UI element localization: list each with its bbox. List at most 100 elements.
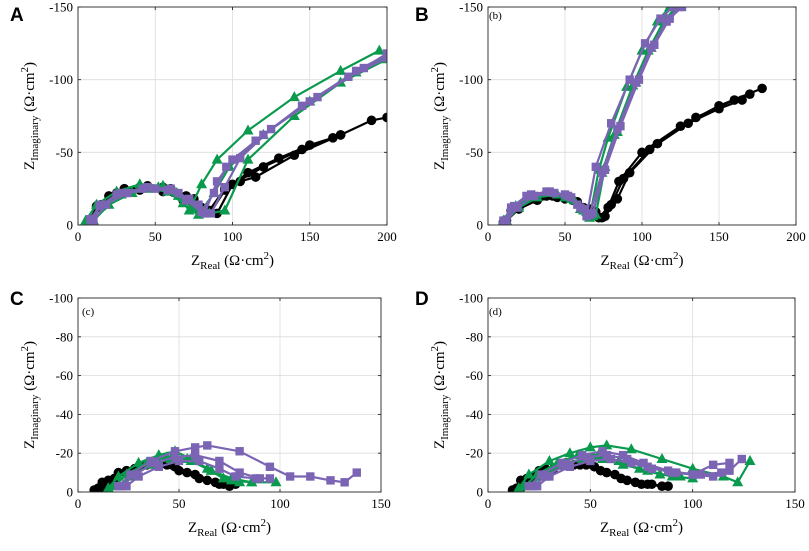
data-point-c-purple-2-5 xyxy=(215,456,224,466)
x-tick-label-d: 150 xyxy=(785,496,805,511)
data-point-a-purple-3-1 xyxy=(101,200,111,209)
data-point-b-purple-3-10 xyxy=(650,40,659,49)
data-point-d-purple-1-11 xyxy=(737,454,746,464)
y-tick-label-b: 0 xyxy=(477,218,484,233)
series-line-b-green-1 xyxy=(502,7,671,222)
data-point-d-green-1-6 xyxy=(625,443,637,454)
x-tick-label-c: 150 xyxy=(371,496,391,511)
data-point-d-purple-3-7 xyxy=(672,468,681,477)
y-tick-label-d: 0 xyxy=(477,485,484,500)
data-point-d-green-1-4 xyxy=(584,441,596,452)
data-point-c-purple-1-12 xyxy=(352,468,361,477)
data-point-b-purple-3-4 xyxy=(566,193,576,202)
data-point-d-purple-3-1 xyxy=(545,472,554,481)
panel-b: B (b) 0 50 100 150 200 -150 -100 -50 0 ZReal (Ω·c… xyxy=(415,0,806,272)
data-point-d-purple-3-3 xyxy=(586,456,595,466)
data-point-a-purple-3-12 xyxy=(382,49,387,58)
data-point-b-black-2-7 xyxy=(606,199,616,210)
panel-c: C (c) 0 50 100 150 -100 -80 -60 -40 -20 0 ZReal (Ω… xyxy=(10,289,391,539)
data-point-b-purple-3-3 xyxy=(550,188,559,198)
data-point-a-purple-2-9 xyxy=(251,136,260,145)
data-point-b-black-3-8 xyxy=(624,167,635,178)
y-tick-label-a: 0 xyxy=(67,218,74,233)
y-tick-label-c: -80 xyxy=(56,329,73,344)
x-tick-label-a: 0 xyxy=(75,229,82,244)
y-axis-label-b: ZImaginary (Ω·cm2) xyxy=(429,62,451,170)
series-line-b-black-3 xyxy=(505,93,751,222)
data-point-d-green-1-10 xyxy=(732,476,744,487)
data-point-d-purple-3-4 xyxy=(606,454,615,464)
data-point-d-green-1-7 xyxy=(656,453,668,463)
data-point-d-green-1-2 xyxy=(543,455,555,465)
data-point-b-purple-2-3 xyxy=(545,187,554,196)
data-point-c-purple-1-4 xyxy=(190,443,200,452)
series-line-b-green-2 xyxy=(503,7,678,222)
data-point-b-black-2-9 xyxy=(644,144,655,155)
data-point-c-purple-3-3 xyxy=(174,456,184,466)
y-tick-label-c: -100 xyxy=(49,291,73,306)
data-point-c-purple-3-2 xyxy=(154,462,163,471)
data-point-c-black-3-5 xyxy=(190,469,200,480)
data-point-c-purple-1-11 xyxy=(340,478,349,487)
y-tick-label-b: -100 xyxy=(459,72,483,87)
data-point-b-purple-3-6 xyxy=(588,209,597,218)
data-point-c-purple-1-8 xyxy=(285,472,295,481)
data-point-b-purple-1-10 xyxy=(640,39,650,48)
data-point-a-black-1-14 xyxy=(382,112,387,123)
data-point-d-green-1-11 xyxy=(744,455,756,465)
series-group-b xyxy=(497,7,767,225)
data-point-a-green-3-8 xyxy=(242,153,254,164)
y-tick-label-d: -100 xyxy=(459,291,483,306)
panel-letter-a: A xyxy=(10,5,24,26)
y-tick-label-a: -100 xyxy=(49,72,73,87)
data-point-a-purple-2-7 xyxy=(209,188,219,198)
data-point-a-black-1-10 xyxy=(250,172,261,182)
data-point-c-purple-2-8 xyxy=(265,474,275,483)
y-tick-label-c: -40 xyxy=(56,407,73,422)
y-tick-label-d: -40 xyxy=(466,407,483,422)
data-point-a-green-3-9 xyxy=(288,110,300,120)
data-point-c-purple-1-9 xyxy=(306,472,315,481)
data-point-d-black-3-5 xyxy=(610,469,620,480)
x-tick-label-a: 100 xyxy=(223,229,243,244)
data-point-b-purple-3-0 xyxy=(502,216,511,225)
data-point-a-purple-3-8 xyxy=(236,153,245,163)
data-point-c-purple-1-5 xyxy=(203,441,212,450)
data-point-b-black-3-10 xyxy=(691,112,701,123)
data-point-a-purple-3-0 xyxy=(89,216,98,225)
data-point-c-green-1-1 xyxy=(112,470,124,481)
data-point-d-purple-3-5 xyxy=(627,458,636,468)
y-axis-label-c: ZImaginary (Ω·cm2) xyxy=(19,341,41,449)
data-point-c-black-3-6 xyxy=(210,477,221,488)
y-tick-label-a: -50 xyxy=(56,145,73,160)
data-point-d-black-3-7 xyxy=(646,479,657,490)
data-point-b-purple-3-12 xyxy=(677,7,687,12)
data-point-a-purple-3-9 xyxy=(266,124,276,134)
data-point-d-purple-2-9 xyxy=(708,460,718,470)
data-point-a-purple-1-3 xyxy=(143,183,152,192)
data-point-a-purple-3-3 xyxy=(151,184,160,193)
data-point-a-black-1-13 xyxy=(366,115,377,126)
y-tick-label-b: -150 xyxy=(459,0,483,15)
plot-frame-c xyxy=(77,297,382,493)
data-point-b-purple-1-2 xyxy=(522,191,531,201)
x-tick-label-b: 50 xyxy=(559,229,572,244)
y-tick-label-c: -60 xyxy=(56,368,73,383)
data-point-a-green-1-8 xyxy=(211,153,223,164)
data-point-a-purple-1-11 xyxy=(351,66,361,76)
data-point-a-black-3-12 xyxy=(328,133,338,143)
data-point-b-purple-1-8 xyxy=(607,119,616,128)
data-point-b-purple-3-9 xyxy=(634,75,644,84)
data-point-a-black-3-10 xyxy=(274,153,284,163)
series-line-d-purple-3 xyxy=(535,457,723,488)
y-tick-label-d: -80 xyxy=(466,329,483,344)
data-point-b-black-1-12 xyxy=(757,83,767,94)
data-point-a-black-2-11 xyxy=(335,130,346,140)
data-point-a-purple-2-2 xyxy=(112,190,121,199)
data-point-a-purple-3-4 xyxy=(174,188,183,198)
y-tick-label-c: -20 xyxy=(56,446,73,461)
plot-frame-d xyxy=(487,297,796,493)
panel-letter-b: B xyxy=(415,5,429,26)
data-point-d-green-1-8 xyxy=(687,462,699,473)
data-point-a-purple-2-5 xyxy=(181,196,191,205)
